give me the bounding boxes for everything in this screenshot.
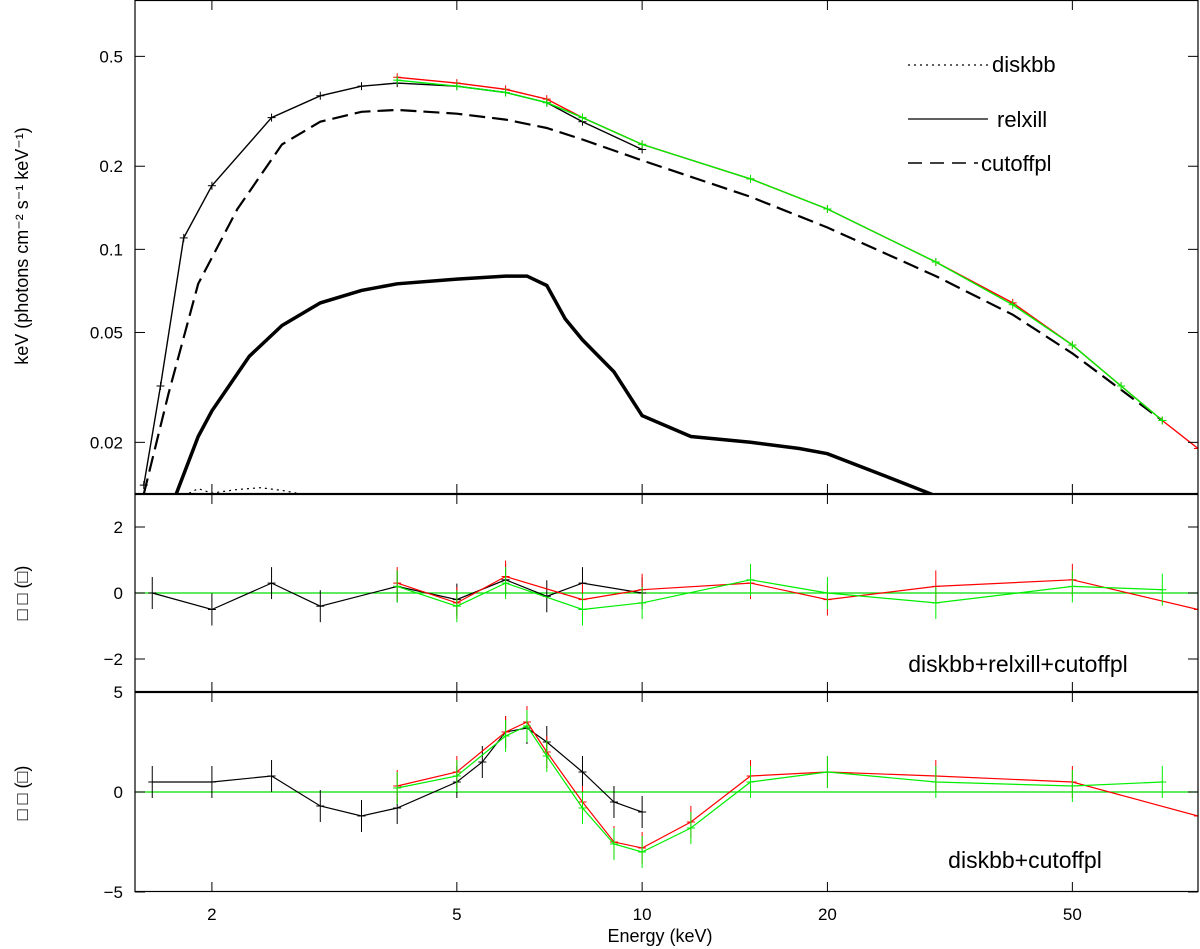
y-tick-label: −2 (104, 650, 123, 669)
series-residuals_1-1-line (397, 575, 1198, 611)
series-residuals_2-1-line (397, 721, 1198, 849)
y-tick-label: 5 (114, 683, 123, 702)
series-residuals_1-2-line (397, 579, 1163, 611)
legend-label-cutoffpl: cutoffpl (981, 151, 1052, 176)
y-tick-label: 0 (114, 783, 123, 802)
series-spectrum-2-line (397, 79, 1163, 422)
y-tick-label: 0.02 (90, 433, 123, 452)
model-relxill-line (174, 274, 936, 494)
series-spectrum-1-line (397, 76, 1198, 450)
annotation-residuals-2: diskbb+cutoffpl (948, 847, 1102, 873)
legend-label-relxill: relxill (997, 107, 1047, 132)
x-axis-label: Energy (keV) (607, 926, 712, 946)
y-axis-label-residuals-2: □ □ (□) (12, 766, 32, 821)
panel-frame-spectrum (134, 0, 1199, 495)
x-tick-label: 5 (452, 905, 461, 924)
y-tick-label: 2 (114, 518, 123, 537)
y-tick-label: 0.1 (99, 240, 123, 259)
plot-area-residuals_1 (135, 560, 1198, 626)
y-tick-label: 0 (114, 584, 123, 603)
x-tick-label: 10 (633, 905, 652, 924)
annotation-residuals-1: diskbb+relxill+cutoffpl (908, 651, 1127, 677)
y-axis-label-spectrum: keV (photons cm⁻² s⁻¹ keV⁻¹) (12, 127, 32, 365)
y-tick-label: 0.5 (99, 47, 123, 66)
y-tick-label: 0.05 (90, 323, 123, 342)
y-tick-label: −5 (104, 883, 123, 902)
legend: diskbb relxill cutoffpl (908, 52, 1056, 176)
model-cutoffpl-line (142, 108, 1163, 494)
legend-label-diskbb: diskbb (992, 52, 1056, 77)
plot-area-residuals_2 (135, 706, 1198, 868)
y-tick-label: 0.2 (99, 157, 123, 176)
x-tick-label: 2 (207, 905, 216, 924)
plot-area-spectrum (139, 73, 1198, 494)
y-axis-label-residuals-1: □ □ (□) (12, 566, 32, 621)
series-residuals_2-0-line (152, 727, 643, 817)
series-residuals_2-2-line (397, 725, 1163, 853)
x-tick-label: 50 (1063, 905, 1082, 924)
x-tick-label: 20 (818, 905, 837, 924)
